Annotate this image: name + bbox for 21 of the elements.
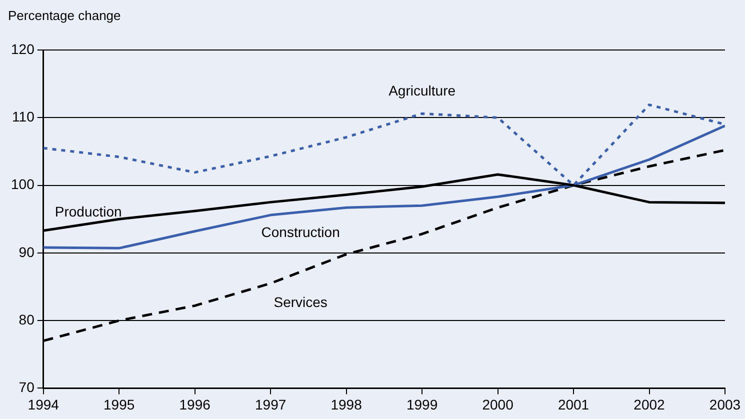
series-label: Services xyxy=(274,294,328,310)
x-tick-label: 1994 xyxy=(28,396,60,412)
y-tick-label: 110 xyxy=(12,108,35,124)
y-tick-label: 90 xyxy=(18,244,35,260)
y-axis-title: Percentage change xyxy=(8,8,121,23)
y-tick-label: 70 xyxy=(18,379,35,396)
series-label: Agriculture xyxy=(388,82,456,98)
x-tick-label: 1995 xyxy=(104,396,135,412)
x-tick-label: 2003 xyxy=(709,396,741,412)
series-label: Production xyxy=(54,203,122,220)
x-tick-label: 2000 xyxy=(482,396,514,412)
x-tick-label: 1999 xyxy=(406,396,438,412)
y-tick-label: 100 xyxy=(11,176,35,192)
y-tick-label: 120 xyxy=(11,40,35,57)
series-label: Construction xyxy=(261,224,340,240)
x-tick-label: 1997 xyxy=(254,396,286,412)
x-tick-label: 1996 xyxy=(179,396,211,412)
y-tick-label: 80 xyxy=(18,311,35,328)
x-tick-label: 2002 xyxy=(634,396,666,412)
x-tick-label: 2001 xyxy=(558,396,590,412)
x-tick-label: 1998 xyxy=(330,396,362,412)
